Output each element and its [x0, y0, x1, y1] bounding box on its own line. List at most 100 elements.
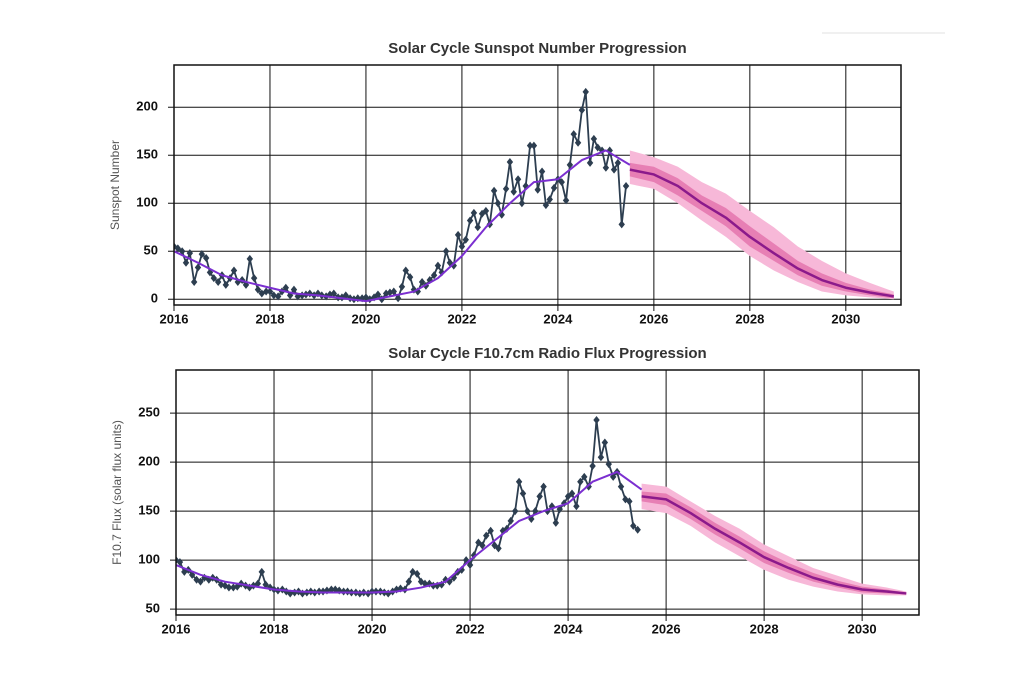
- y-tick-label: 50: [146, 601, 160, 616]
- data-point: [466, 561, 474, 570]
- data-point: [230, 266, 238, 275]
- data-point: [254, 579, 262, 588]
- data-point: [201, 573, 208, 582]
- y-tick-label: 0: [151, 291, 158, 306]
- data-point: [540, 482, 547, 491]
- y-axis-label: F10.7 Flux (solar flux units): [110, 420, 124, 565]
- data-point: [573, 502, 580, 511]
- data-point: [514, 175, 522, 184]
- data-point: [483, 531, 490, 540]
- data-point: [566, 160, 574, 169]
- data-point: [398, 282, 406, 291]
- data-point: [266, 287, 274, 296]
- series-line: [641, 495, 907, 595]
- data-point: [610, 165, 618, 174]
- data-point: [487, 526, 494, 535]
- data-point: [562, 196, 570, 205]
- data-point: [568, 489, 576, 498]
- data-point: [390, 287, 397, 296]
- data-point: [174, 244, 182, 253]
- data-point: [394, 294, 402, 303]
- data-point: [609, 472, 617, 481]
- data-point: [626, 497, 633, 506]
- data-point: [406, 273, 414, 282]
- x-tick-label: 2016: [162, 621, 191, 636]
- data-point: [548, 502, 556, 511]
- data-point: [462, 235, 469, 244]
- data-point: [506, 157, 514, 166]
- x-tick-label: 2022: [447, 311, 476, 326]
- data-point: [602, 163, 610, 172]
- data-point: [198, 250, 206, 259]
- data-point: [190, 277, 198, 286]
- x-tick-label: 2020: [358, 621, 387, 636]
- x-tick-label: 2026: [652, 621, 681, 636]
- data-point: [507, 516, 514, 525]
- data-point: [342, 291, 349, 300]
- data-point: [502, 184, 510, 193]
- x-tick-label: 2022: [456, 621, 485, 636]
- y-tick-label: 150: [136, 147, 158, 162]
- data-point: [528, 514, 535, 523]
- y-tick-label: 100: [136, 195, 158, 210]
- data-point: [250, 274, 258, 283]
- data-point: [194, 263, 202, 272]
- data-point: [262, 580, 269, 589]
- data-point: [550, 183, 558, 192]
- data-point: [254, 285, 262, 294]
- forecast-band: [629, 162, 894, 299]
- data-point: [601, 438, 609, 447]
- data-point: [246, 254, 254, 263]
- series-line: [629, 168, 894, 298]
- data-point: [594, 143, 601, 152]
- subplot: Solar Cycle F10.7cm Radio Flux Progressi…: [110, 345, 920, 636]
- data-point: [522, 181, 529, 190]
- data-point: [430, 271, 438, 280]
- x-tick-label: 2020: [351, 311, 380, 326]
- data-point: [470, 208, 478, 217]
- data-point: [202, 253, 210, 262]
- data-point: [454, 230, 462, 239]
- data-point: [617, 482, 625, 491]
- data-point: [605, 460, 612, 469]
- data-point: [197, 577, 204, 586]
- x-tick-label: 2028: [735, 311, 764, 326]
- data-point: [630, 521, 637, 530]
- chart-title: Solar Cycle Sunspot Number Progression: [388, 40, 686, 57]
- data-point: [536, 492, 543, 501]
- data-point: [176, 558, 184, 567]
- x-tick-label: 2030: [848, 621, 877, 636]
- data-point: [330, 289, 337, 298]
- data-point: [589, 462, 596, 471]
- data-point: [494, 199, 502, 208]
- plot-content: [174, 87, 894, 304]
- data-point: [519, 489, 527, 498]
- data-point: [534, 185, 541, 194]
- data-point: [482, 206, 490, 215]
- plot-content: [176, 415, 907, 598]
- data-point: [262, 287, 270, 296]
- y-tick-label: 200: [138, 454, 160, 469]
- data-point: [474, 223, 481, 232]
- data-point: [578, 106, 586, 115]
- data-point: [413, 569, 421, 578]
- x-tick-label: 2028: [750, 621, 779, 636]
- x-tick-label: 2018: [256, 311, 285, 326]
- data-point: [434, 261, 442, 270]
- x-tick-label: 2016: [160, 311, 189, 326]
- data-point: [518, 199, 526, 208]
- data-point: [542, 201, 550, 210]
- subplot: Solar Cycle Sunspot Number Progression Su…: [108, 40, 902, 326]
- forecast-band: [629, 150, 894, 300]
- series-line: [176, 470, 643, 594]
- data-point: [511, 507, 519, 516]
- data-point: [405, 577, 413, 586]
- data-point: [274, 292, 282, 301]
- data-point: [552, 518, 560, 527]
- data-point: [490, 186, 498, 195]
- y-tick-label: 100: [138, 552, 160, 567]
- data-point: [402, 266, 409, 275]
- plot-frame: [175, 369, 920, 616]
- data-point: [214, 277, 222, 286]
